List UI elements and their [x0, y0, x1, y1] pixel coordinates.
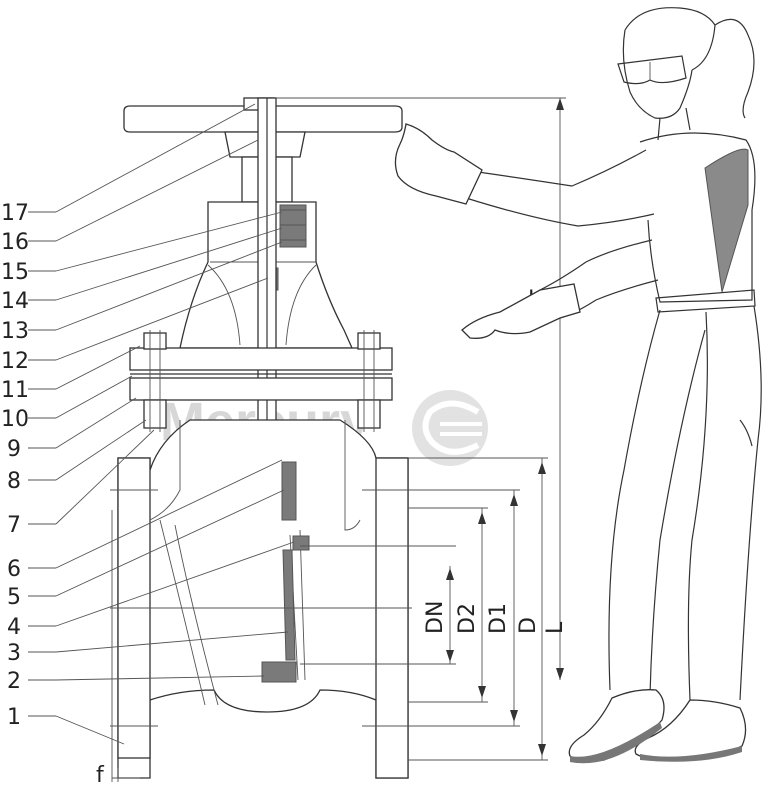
part-number-9: 9 — [7, 437, 21, 462]
dimension-label-d2: D2 — [455, 603, 480, 634]
part-number-7: 7 — [7, 513, 21, 538]
dimension-label-d1: D1 — [486, 603, 511, 634]
dimension-label-dn: DN — [423, 601, 448, 634]
goggles-icon — [617, 55, 687, 85]
part-number-3: 3 — [7, 641, 21, 666]
part-number-14: 14 — [1, 289, 29, 314]
part-number-15: 15 — [1, 260, 29, 285]
part-number-16: 16 — [1, 230, 29, 255]
part-number-5: 5 — [7, 585, 21, 610]
dimension-lines — [110, 97, 566, 782]
dimension-label-l: L — [543, 621, 568, 634]
part-number-12: 12 — [1, 349, 29, 374]
bolt-left — [143, 330, 167, 432]
hair — [624, 7, 755, 119]
part-number-17: 17 — [1, 201, 29, 226]
part-number-10: 10 — [1, 407, 29, 432]
part-number-11: 11 — [1, 378, 29, 403]
dimension-label-f: f — [96, 763, 105, 785]
leader-lines — [28, 103, 295, 745]
part-number-labels: 17 16 15 14 13 12 11 10 9 8 7 6 5 4 3 2 … — [1, 201, 29, 730]
valve-body — [110, 419, 420, 779]
part-number-13: 13 — [1, 319, 29, 344]
watermark-logo-icon — [412, 390, 488, 466]
bonnet-flange — [129, 330, 393, 432]
glove-upper-icon — [394, 123, 483, 205]
operator-figure — [394, 7, 762, 764]
part-number-4: 4 — [7, 615, 21, 640]
part-number-1: 1 — [7, 705, 21, 730]
part-number-2: 2 — [7, 669, 21, 694]
part-number-6: 6 — [7, 557, 21, 582]
dimension-label-d: D — [516, 617, 541, 634]
bolt-right — [357, 330, 381, 432]
glove-lower-icon — [461, 283, 581, 339]
part-number-8: 8 — [7, 469, 21, 494]
